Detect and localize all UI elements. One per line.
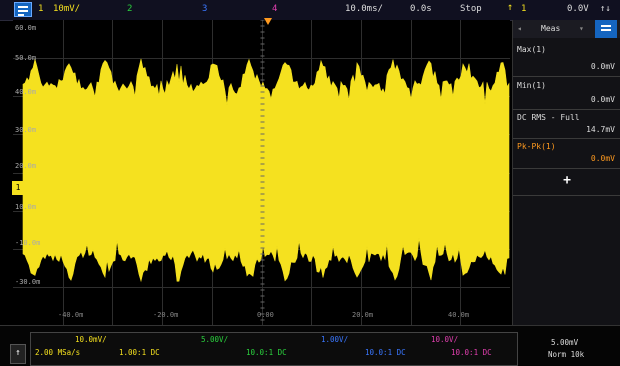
ch1-waveform-trace — [22, 58, 510, 283]
collapse-icon[interactable]: ◂ — [517, 24, 522, 33]
ch1-scale[interactable]: 10mV/ — [53, 4, 81, 14]
run-state-label[interactable]: Stop — [460, 4, 482, 14]
measurement-value: 0.0mV — [590, 154, 615, 163]
ch4-number[interactable]: 4 — [272, 4, 278, 14]
measurements-panel: ◂ Meas ▾ Max(1) 0.0mV Min(1) 0.0mV DC RM… — [512, 20, 620, 325]
x-tick-label: 40.0m — [448, 311, 470, 319]
measurement-label: DC RMS - Full — [517, 113, 580, 122]
ch2-scale-readout: 5.00V/ — [201, 335, 229, 344]
timebase-label[interactable]: 10.0ms/ — [345, 4, 383, 14]
menu-icon[interactable] — [14, 2, 32, 17]
waveform-display[interactable]: 60.0m 50.0m 40.0m 30.0m 20.0m 10.0m -10.… — [13, 20, 510, 325]
y-tick-label: 40.0m — [15, 88, 37, 96]
panel-header: ◂ Meas ▾ — [513, 20, 620, 38]
trigger-edge-icon[interactable]: ↑ — [507, 2, 514, 13]
y-tick-label: 50.0m — [15, 54, 37, 62]
trigger-position-marker[interactable] — [264, 18, 272, 25]
panel-dropdown-icon[interactable]: ▾ — [579, 24, 584, 33]
acquire-icon[interactable]: ↑↓ — [600, 4, 611, 14]
channel-info-bar: ↑ 10.0mV/ 2.00 MSa/s 1.00:1 DC 5.00V/ 10… — [0, 325, 620, 366]
measurement-value: 0.0mV — [590, 95, 615, 104]
ch4-coupling-readout: 10.0:1 DC — [451, 348, 492, 357]
ch2-coupling-readout: 10.0:1 DC — [246, 348, 287, 357]
ch4-scale-readout: 10.0V/ — [431, 335, 459, 344]
delay-label[interactable]: 0.0s — [410, 4, 432, 14]
acquisition-mode-readout: Norm 10k — [548, 350, 585, 359]
y-tick-label: 10.0m — [15, 203, 37, 211]
measurement-label: Pk-Pk(1) — [517, 142, 556, 151]
measurement-value: 14.7mV — [586, 125, 615, 134]
measurement-label: Max(1) — [517, 45, 546, 54]
x-tick-label: 20.0m — [352, 311, 374, 319]
channel-settings-box[interactable]: 10.0mV/ 2.00 MSa/s 1.00:1 DC 5.00V/ 10.0… — [30, 332, 518, 366]
ch3-coupling-readout: 10.0:1 DC — [365, 348, 406, 357]
ch1-offset-readout: 5.00mV — [551, 338, 579, 347]
ch1-number[interactable]: 1 — [38, 4, 44, 14]
y-tick-label: 20.0m — [15, 162, 37, 170]
measurement-min[interactable]: Min(1) 0.0mV — [513, 78, 620, 110]
trigger-level-label[interactable]: 0.0V — [567, 4, 589, 14]
waveform-grid — [13, 20, 510, 325]
ch3-number[interactable]: 3 — [202, 4, 208, 14]
sample-rate-readout: 2.00 MSa/s — [35, 348, 81, 357]
x-tick-label: 0.00 — [257, 311, 274, 319]
y-tick-label: 60.0m — [15, 24, 37, 32]
ch1-scale-readout: 10.0mV/ — [75, 335, 107, 344]
measurement-pk-pk[interactable]: Pk-Pk(1) 0.0mV — [513, 139, 620, 169]
panel-title[interactable]: Meas — [541, 24, 561, 33]
expand-up-icon[interactable]: ↑ — [10, 344, 26, 364]
panel-menu-icon[interactable] — [595, 20, 617, 38]
x-tick-label: -40.0m — [58, 311, 84, 319]
ch1-ground-marker[interactable]: 1 — [12, 181, 24, 195]
measurement-value: 0.0mV — [590, 62, 615, 71]
y-tick-label: -30.0m — [15, 278, 41, 286]
x-tick-label: -20.0m — [153, 311, 179, 319]
y-tick-label: 30.0m — [15, 126, 37, 134]
top-status-bar: 1 10mV/ 2 3 4 10.0ms/ 0.0s Stop ↑ 1 0.0V… — [0, 0, 620, 21]
ch1-coupling-readout: 1.00:1 DC — [119, 348, 160, 357]
measurement-label: Min(1) — [517, 81, 546, 90]
measurement-max[interactable]: Max(1) 0.0mV — [513, 42, 620, 77]
ch1-marker-label: 1 — [15, 183, 21, 192]
measurement-dc-rms[interactable]: DC RMS - Full 14.7mV — [513, 110, 620, 139]
y-tick-label: -10.0m — [15, 239, 41, 247]
trigger-source-number[interactable]: 1 — [521, 4, 527, 14]
add-measurement-button[interactable]: + — [513, 169, 620, 196]
ch2-number[interactable]: 2 — [127, 4, 133, 14]
ch3-scale-readout: 1.00V/ — [321, 335, 349, 344]
